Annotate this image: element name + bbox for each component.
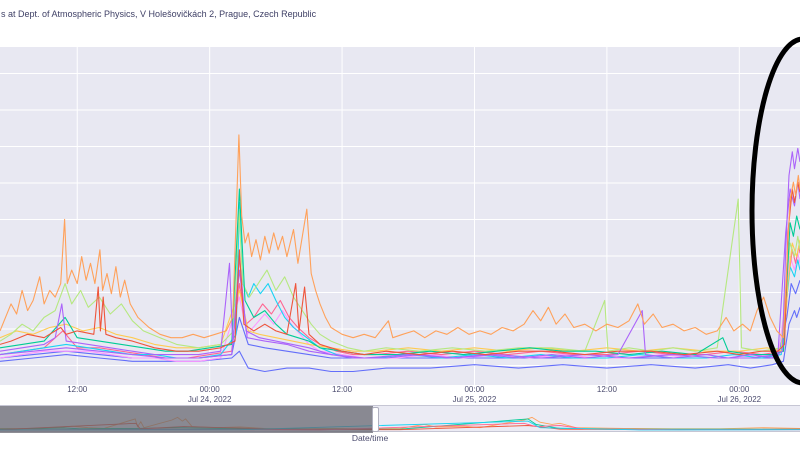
x-tick-label: 12:00 <box>67 385 88 394</box>
x-axis-ticks: 12:00 00:00 Jul 24, 2022 12:00 00:00 Jul 25, … <box>0 385 800 405</box>
x-tick-label: 00:00 Jul 26, 2022 <box>717 385 762 404</box>
series-line-series-7 <box>0 245 800 359</box>
series-line-series-12 <box>0 181 800 359</box>
rangeslider[interactable] <box>0 405 800 433</box>
plot-area[interactable] <box>0 47 800 385</box>
x-tick-label: 12:00 <box>332 385 353 394</box>
series-line-series-3 <box>0 188 800 356</box>
rangeslider-handle[interactable] <box>372 407 379 432</box>
x-axis-title: Date/time <box>351 433 389 443</box>
plot-canvas <box>0 47 800 385</box>
series-line-series-8 <box>0 198 800 352</box>
series-line-series-2 <box>0 181 800 356</box>
rangeslider-mask <box>0 406 373 433</box>
series-line-series-5 <box>0 134 800 339</box>
chart-title: s at Dept. of Atmospheric Physics, V Hol… <box>1 9 317 19</box>
series-line-series-1 <box>0 307 800 373</box>
series-line-series-9 <box>0 252 800 362</box>
series-line-series-4 <box>0 147 800 359</box>
x-tick-label: 12:00 <box>596 385 617 394</box>
x-tick-label: 00:00 Jul 25, 2022 <box>452 385 497 404</box>
x-tick-label: 00:00 Jul 24, 2022 <box>187 385 232 404</box>
series-line-series-6 <box>0 201 800 359</box>
